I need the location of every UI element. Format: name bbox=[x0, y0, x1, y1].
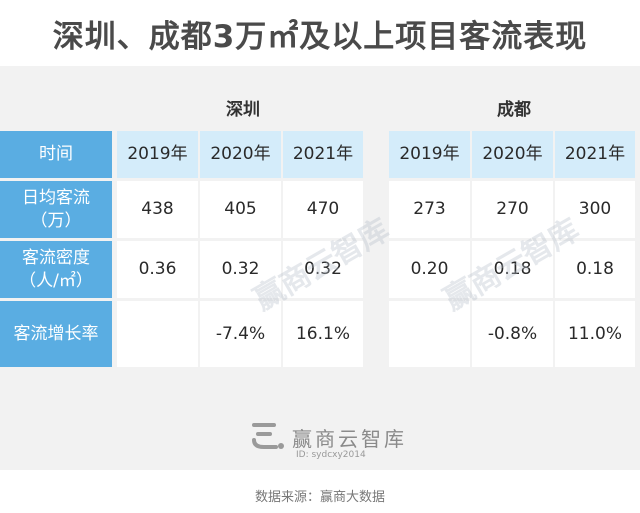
table-cell: 0.32 bbox=[283, 241, 363, 298]
table-cell bbox=[389, 301, 470, 367]
table-cell: 11.0% bbox=[555, 301, 635, 367]
row-label-daily-flow: 日均客流 （万） bbox=[0, 181, 112, 238]
row-label-line: （万） bbox=[30, 210, 82, 231]
year-header: 2019年 bbox=[117, 131, 198, 178]
table-cell: 270 bbox=[472, 181, 553, 238]
year-header: 2019年 bbox=[389, 131, 470, 178]
table-cell: 405 bbox=[200, 181, 281, 238]
table-cell: -7.4% bbox=[200, 301, 281, 367]
row-label-line: 日均客流 bbox=[22, 188, 90, 209]
table-cell: 0.32 bbox=[200, 241, 281, 298]
table-cell: -0.8% bbox=[472, 301, 553, 367]
table-cell: 438 bbox=[117, 181, 198, 238]
brand-id: ID: sydcxy2014 bbox=[296, 450, 366, 460]
table-cell: 0.18 bbox=[472, 241, 553, 298]
year-header: 2020年 bbox=[472, 131, 553, 178]
brand-name: 赢商云智库 bbox=[292, 426, 407, 451]
row-label-time: 时间 bbox=[0, 131, 112, 178]
page-title: 深圳、成都3万㎡及以上项目客流表现 bbox=[52, 18, 588, 55]
table-cell: 470 bbox=[283, 181, 363, 238]
table-cell: 16.1% bbox=[283, 301, 363, 367]
table-cell: 273 bbox=[389, 181, 470, 238]
row-label-line: （人/㎡） bbox=[19, 270, 93, 291]
year-header: 2021年 bbox=[555, 131, 635, 178]
year-header: 2020年 bbox=[200, 131, 281, 178]
table-cell: 0.36 bbox=[117, 241, 198, 298]
city-heading-shenzhen: 深圳 bbox=[226, 100, 260, 120]
city-heading-chengdu: 成都 bbox=[497, 100, 531, 120]
row-label-density: 客流密度 （人/㎡） bbox=[0, 241, 112, 298]
table-cell: 0.20 bbox=[389, 241, 470, 298]
data-source: 数据来源：赢商大数据 bbox=[254, 490, 385, 505]
brand-logo-icon bbox=[250, 420, 286, 454]
table-cell: 300 bbox=[555, 181, 635, 238]
table-cell bbox=[117, 301, 198, 367]
year-header: 2021年 bbox=[283, 131, 363, 178]
row-label-line: 客流密度 bbox=[22, 248, 90, 269]
row-label-growth: 客流增长率 bbox=[0, 301, 112, 367]
brand-logo: 赢商云智库 bbox=[250, 420, 407, 454]
table-cell: 0.18 bbox=[555, 241, 635, 298]
